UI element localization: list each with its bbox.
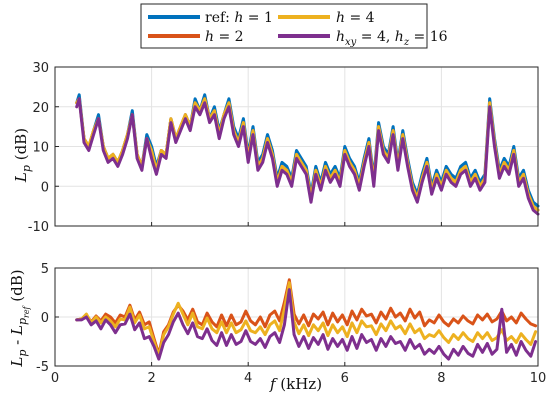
bottom-xlabel: f (kHz) <box>269 375 322 393</box>
legend-label-ref: ref: h = 1 <box>205 10 273 26</box>
bottom-xtick-label: 2 <box>147 371 155 386</box>
top-series-line-h-4 <box>75 97 540 212</box>
bottom-ytick-label: -5 <box>36 360 49 375</box>
top-ylabel: Lp (dB) <box>12 128 33 183</box>
top-ytick-label: 20 <box>32 101 49 116</box>
top-ytick-label: 0 <box>41 180 49 195</box>
top-series-line-h-2 <box>75 97 540 212</box>
legend-box <box>140 3 428 49</box>
bottom-series <box>75 278 538 361</box>
bottom-xtick-label: 0 <box>51 371 59 386</box>
top-tick-labels: -10 0 10 20 30 <box>28 61 539 235</box>
bottom-xtick-label: 4 <box>244 371 252 386</box>
top-series <box>75 93 540 216</box>
bottom-tick-labels: 0 2 4 6 8 10-505 <box>36 262 546 386</box>
bottom-series-line-h-4 <box>75 281 538 358</box>
bottom-xtick-label: 8 <box>437 371 445 386</box>
legend-item-h2: h = 2 <box>148 29 244 45</box>
bottom-ytick-label: 5 <box>41 262 49 277</box>
top-ytick-label: 10 <box>32 141 49 156</box>
legend-item-h4: h = 4 <box>278 10 375 26</box>
bottom-xtick-label: 6 <box>341 371 349 386</box>
bottom-series-line-hxy-4-hz-16 <box>75 288 538 361</box>
legend-label-hxy: hxy = 4, hz = 16 <box>336 29 448 48</box>
top-grid <box>54 66 539 227</box>
legend-item-hxy: hxy = 4, hz = 16 <box>278 29 448 48</box>
legend-label-h2: h = 2 <box>205 29 244 45</box>
top-panel: -10 0 10 20 30 Lp (dB) <box>12 61 540 235</box>
bottom-panel: 0 2 4 6 8 10-505 Lp - Lpref (dB) f (kHz) <box>8 262 546 393</box>
legend-label-h4: h = 4 <box>336 10 375 26</box>
legend: ref: h = 1 h = 4 h = 2 hxy = 4, hz = 16 <box>140 3 448 49</box>
bottom-ylabel: Lp - Lpref (dB) <box>8 269 31 367</box>
top-ytick-label: 30 <box>32 61 49 76</box>
top-series-line-hxy-4-hz-16 <box>75 97 540 216</box>
bottom-xtick-label: 10 <box>530 371 547 386</box>
top-ytick-label: -10 <box>28 220 49 235</box>
bottom-ytick-label: 0 <box>41 311 49 326</box>
legend-item-ref: ref: h = 1 <box>148 10 273 26</box>
